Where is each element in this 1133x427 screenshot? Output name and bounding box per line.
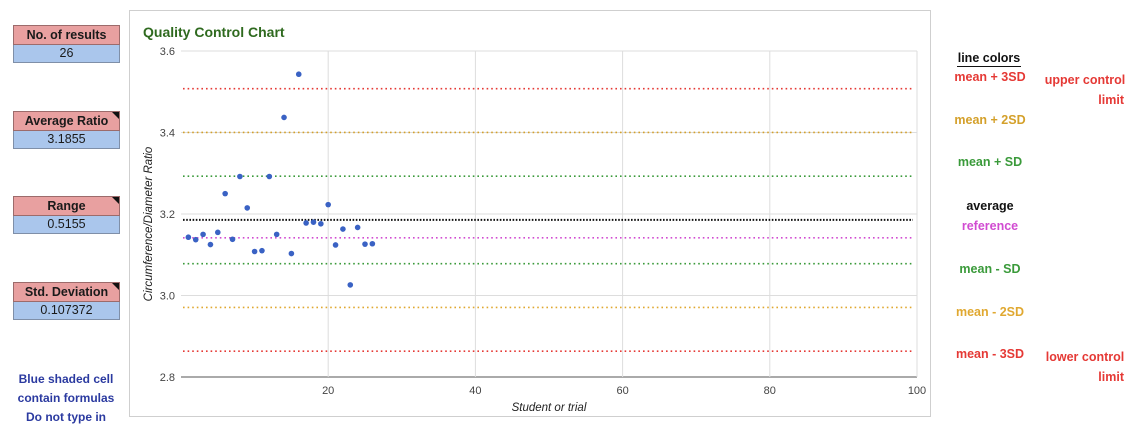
stat-average-value[interactable]: 3.1855 bbox=[13, 131, 120, 149]
stat-average-label[interactable]: Average Ratio bbox=[13, 111, 120, 131]
x-tick-label: 80 bbox=[764, 385, 776, 397]
data-point bbox=[347, 282, 354, 288]
stat-results-value[interactable]: 26 bbox=[13, 45, 120, 63]
lower-control-label: lower control limit bbox=[1040, 347, 1130, 387]
stat-range-value[interactable]: 0.5155 bbox=[13, 216, 120, 234]
data-point bbox=[340, 226, 346, 232]
x-tick-label: 40 bbox=[469, 385, 481, 397]
data-point bbox=[325, 201, 331, 208]
formula-note: Blue shaded cell contain formulas Do not… bbox=[5, 370, 127, 427]
data-point bbox=[288, 250, 295, 257]
upper-control-label: upper control limit bbox=[1040, 70, 1130, 110]
data-point bbox=[369, 240, 376, 247]
stat-std-deviation: Std. Deviation 0.107372 bbox=[13, 282, 120, 320]
data-point bbox=[266, 173, 273, 180]
x-tick-label: 20 bbox=[322, 385, 334, 397]
lower-control-limit-text: limit bbox=[1098, 370, 1124, 384]
y-tick-label: 3.0 bbox=[160, 291, 175, 303]
stat-std-label[interactable]: Std. Deviation bbox=[13, 282, 120, 302]
data-point bbox=[273, 231, 280, 238]
data-point bbox=[281, 114, 287, 121]
comment-marker-icon bbox=[112, 197, 119, 204]
data-point bbox=[237, 173, 243, 180]
data-point bbox=[200, 231, 206, 238]
legend-mean-minus-sd: mean - SD bbox=[959, 262, 1021, 276]
x-axis-label: Student or trial bbox=[512, 402, 587, 414]
upper-control-limit-text: limit bbox=[1098, 93, 1124, 107]
chart-title: Quality Control Chart bbox=[143, 24, 285, 40]
data-point bbox=[207, 241, 214, 248]
data-point bbox=[244, 205, 251, 211]
x-tick-label: 60 bbox=[616, 385, 628, 397]
note-line-3: Do not type in bbox=[26, 410, 106, 424]
legend-mean-plus-sd: mean + SD bbox=[957, 155, 1023, 169]
data-point bbox=[222, 190, 228, 197]
chart-svg: Quality Control Chart 2.8 3.0 3.2 3.4 3.6 20 40… bbox=[143, 24, 926, 414]
note-line-1: Blue shaded cell bbox=[18, 372, 114, 386]
data-point bbox=[185, 234, 192, 241]
comment-marker-icon bbox=[112, 112, 119, 119]
data-point bbox=[310, 219, 317, 225]
data-point bbox=[192, 236, 199, 243]
y-tick-label: 3.2 bbox=[160, 209, 175, 221]
data-point bbox=[229, 236, 236, 243]
stat-results: No. of results 26 bbox=[13, 25, 120, 63]
lower-control-text: lower control bbox=[1045, 350, 1125, 364]
data-point bbox=[354, 224, 361, 231]
stat-std-value[interactable]: 0.107372 bbox=[13, 302, 120, 320]
legend-mean-plus-2sd: mean + 2SD bbox=[954, 113, 1026, 127]
comment-marker-icon bbox=[112, 283, 119, 290]
data-point bbox=[215, 229, 221, 236]
legend-mean-minus-2sd: mean - 2SD bbox=[955, 305, 1025, 319]
data-point bbox=[332, 242, 339, 248]
legend-mean-minus-3sd: mean - 3SD bbox=[955, 347, 1025, 361]
data-point bbox=[295, 71, 302, 78]
x-tick-label: 100 bbox=[908, 385, 926, 397]
quality-control-chart[interactable]: Quality Control Chart 2.8 3.0 3.2 3.4 3.6 20 40… bbox=[129, 10, 931, 417]
stat-average: Average Ratio 3.1855 bbox=[13, 111, 120, 149]
data-point bbox=[303, 220, 309, 226]
y-axis-label: Circumference/Diameter Ratio bbox=[143, 146, 155, 301]
legend-average: average bbox=[966, 199, 1014, 213]
stat-range: Range 0.5155 bbox=[13, 196, 120, 234]
y-tick-label: 3.4 bbox=[160, 128, 175, 140]
data-point bbox=[318, 220, 324, 227]
note-line-2: contain formulas bbox=[17, 391, 115, 405]
stat-results-label[interactable]: No. of results bbox=[13, 25, 120, 45]
data-point bbox=[259, 247, 265, 254]
data-point bbox=[251, 248, 258, 255]
legend-mean-plus-3sd: mean + 3SD bbox=[954, 70, 1026, 84]
legend-reference: reference bbox=[961, 219, 1019, 233]
y-tick-label: 2.8 bbox=[160, 372, 175, 384]
legend-title: line colors bbox=[957, 51, 1021, 67]
stat-range-label[interactable]: Range bbox=[13, 196, 120, 216]
data-point bbox=[362, 241, 368, 247]
upper-control-text: upper control bbox=[1044, 73, 1126, 87]
y-tick-label: 3.6 bbox=[160, 46, 175, 58]
